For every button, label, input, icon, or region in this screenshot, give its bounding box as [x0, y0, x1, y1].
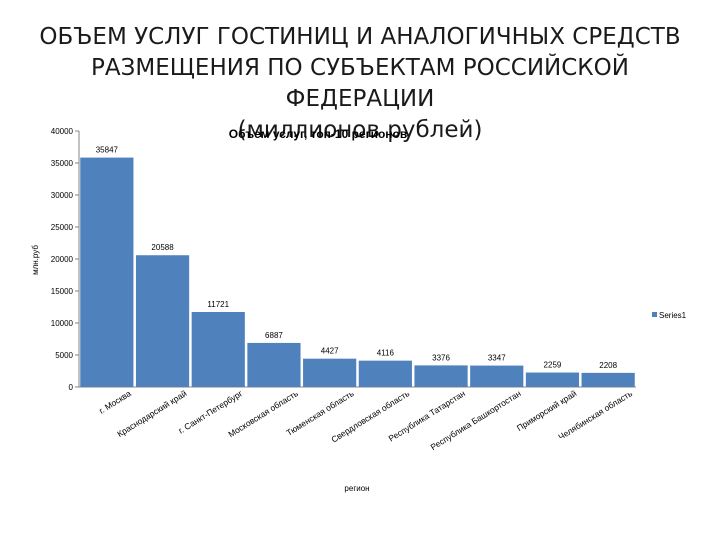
bar: [470, 365, 524, 387]
legend-label: Series1: [659, 311, 687, 320]
y-tick-label: 10000: [51, 319, 74, 328]
y-tick-label: 5000: [55, 351, 73, 360]
data-label: 4116: [377, 349, 395, 358]
slide-title: ОБЪЕМ УСЛУГ ГОСТИНИЦ И АНАЛОГИЧНЫХ СРЕДС…: [20, 22, 700, 146]
data-label: 3347: [488, 354, 506, 363]
bar: [525, 372, 580, 387]
slide-title-line-3: (миллионов рублей): [237, 117, 483, 143]
data-label: 2259: [544, 361, 562, 370]
bar: [80, 157, 134, 387]
y-tick-label: 40000: [51, 127, 74, 136]
y-tick-label: 30000: [51, 191, 74, 200]
slide-title-line-1: ОБЪЕМ УСЛУГ ГОСТИНИЦ И АНАЛОГИЧНЫХ СРЕДС…: [39, 24, 681, 50]
bar: [191, 311, 245, 387]
y-tick-label: 0: [69, 383, 74, 392]
bars: [80, 157, 635, 387]
y-tick-label: 20000: [51, 255, 74, 264]
legend: Series1: [652, 311, 687, 320]
bar: [414, 365, 468, 387]
value-labels: 35847 20588 11721 6887 4427 4116 3376 3347 2259 2…: [96, 146, 618, 370]
chart-title: Объем услуг, топ-10 регионов: [229, 127, 408, 141]
bar: [358, 360, 412, 387]
x-axis-label: регион: [344, 484, 369, 493]
category-label: Республика Башкортостан: [429, 388, 523, 452]
y-tick-labels: 0 5000 10000 15000 20000 25000 30000 35000 40000: [51, 127, 74, 392]
bar: [303, 358, 357, 387]
slide-title-line-2: РАЗМЕЩЕНИЯ ПО СУБЪЕКТАМ РОССИЙСКОЙ ФЕДЕР…: [91, 55, 629, 112]
y-tick-label: 35000: [51, 159, 74, 168]
y-tick-label: 15000: [51, 287, 74, 296]
bar: [247, 342, 301, 387]
data-label: 35847: [96, 146, 119, 155]
data-label: 20588: [151, 243, 174, 252]
data-label: 6887: [265, 331, 283, 340]
bar: [135, 255, 190, 387]
data-label: 2208: [599, 361, 617, 370]
data-label: 3376: [432, 353, 450, 362]
bar: [581, 372, 635, 387]
data-label: 11721: [207, 300, 229, 309]
legend-swatch: [652, 312, 657, 317]
y-tick-label: 25000: [51, 223, 74, 232]
y-axis-label: млн.руб: [31, 245, 40, 275]
data-label: 4427: [321, 347, 339, 356]
category-label: г. Москва: [97, 388, 133, 416]
